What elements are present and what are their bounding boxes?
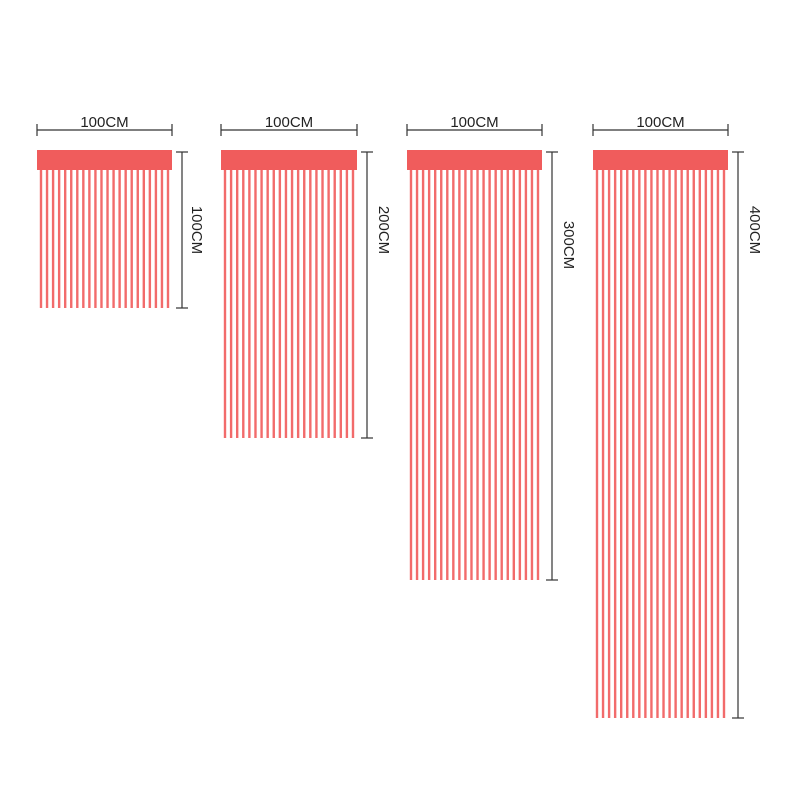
height-label: 300CM bbox=[560, 221, 577, 269]
width-label: 100CM bbox=[265, 114, 313, 131]
height-label: 100CM bbox=[188, 206, 205, 254]
curtain-header bbox=[593, 150, 728, 170]
width-label: 100CM bbox=[450, 114, 498, 131]
curtain-header bbox=[221, 150, 357, 170]
width-label: 100CM bbox=[80, 114, 128, 131]
height-label: 200CM bbox=[375, 206, 392, 254]
height-label: 400CM bbox=[746, 206, 763, 254]
curtain-header bbox=[407, 150, 542, 170]
curtain-header bbox=[37, 150, 172, 170]
width-label: 100CM bbox=[636, 114, 684, 131]
